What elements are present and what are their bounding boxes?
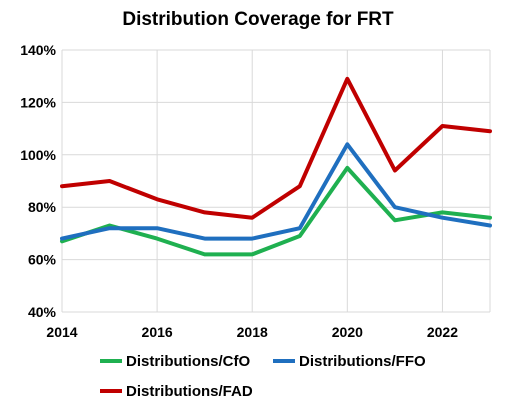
x-tick-label: 2018 (237, 324, 268, 340)
series-line-distributions-cfo (60, 165, 492, 257)
x-tick-label: 2022 (427, 324, 458, 340)
y-tick-label: 100% (20, 147, 56, 163)
y-tick-label: 40% (28, 304, 57, 320)
series-lines (60, 76, 492, 257)
chart-title: Distribution Coverage for FRT (122, 9, 394, 30)
y-axis-ticks: 40% 60% 80% 100% 120% 140% (20, 42, 56, 320)
legend-label: Distributions/CfO (126, 353, 250, 370)
x-tick-label: 2016 (142, 324, 173, 340)
x-tick-label: 2020 (332, 324, 363, 340)
y-tick-label: 140% (20, 42, 56, 58)
y-tick-label: 80% (28, 199, 57, 215)
legend: Distributions/CfO Distributions/FFO Distri… (100, 353, 426, 400)
y-tick-label: 120% (20, 94, 56, 110)
series-line-distributions-ffo (60, 142, 492, 241)
x-axis-ticks: 2014 2016 2018 2020 2022 (46, 324, 458, 340)
gridlines (61, 49, 491, 313)
legend-label: Distributions/FFO (299, 353, 426, 370)
legend-label: Distributions/FAD (126, 383, 253, 400)
x-tick-label: 2014 (46, 324, 77, 340)
y-tick-label: 60% (28, 252, 57, 268)
series-line-distributions-fad (60, 76, 492, 220)
